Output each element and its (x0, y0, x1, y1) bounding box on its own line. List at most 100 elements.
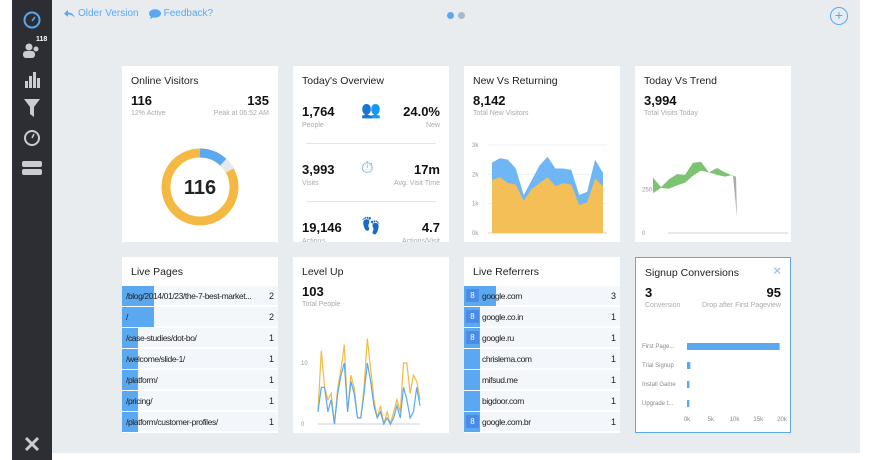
overview-right-label: Avg. Visit Time (393, 180, 440, 187)
people-icon: 👥 (361, 102, 381, 119)
footsteps-icon: 👣 (361, 218, 381, 235)
level-up-chart: 0 10 (301, 338, 421, 428)
list-item[interactable]: /welcome/slide-1/ 1 (122, 349, 278, 369)
new-vs-returning-chart: 0k 1k 2k 3k (472, 143, 607, 237)
google-icon: 8 (466, 310, 479, 323)
overview-right-label: Actions/Visit (402, 238, 440, 242)
older-version-link[interactable]: Older Version (64, 8, 139, 19)
x-tick-label: 10k (730, 417, 741, 423)
card-title: Signup Conversions (645, 267, 739, 279)
item-label: google.ru (482, 333, 514, 343)
item-label: /blog/2014/01/23/the-7-best-market... (126, 291, 252, 301)
donut-idle-segment (161, 148, 239, 226)
list-item[interactable]: 8 google.com 3 (464, 286, 620, 306)
todays-overview-card: Today's Overview 1,764 People 👥 24.0% Ne… (293, 66, 449, 242)
peak-visitors: 135 (247, 93, 269, 108)
item-count: 1 (610, 417, 616, 427)
new-visitors-total: 8,142 (473, 93, 506, 108)
overview-right-value: 24.0% (403, 104, 440, 119)
list-item[interactable]: chrislema.com 1 (464, 349, 620, 369)
funnel-bar (687, 362, 691, 369)
signup-conversions-card: Signup Conversions × 3 Conversion 95 Dro… (635, 257, 791, 433)
speech-bubble-icon (148, 8, 161, 19)
y-tick-label: 0k (472, 231, 479, 237)
close-button[interactable]: × (773, 263, 781, 278)
y-tick-label: 2k (472, 172, 479, 178)
feedback-link[interactable]: Feedback? (148, 8, 214, 19)
list-item[interactable]: /pricing/ 1 (122, 391, 278, 411)
card-title: Today Vs Trend (644, 75, 717, 87)
list-item[interactable]: mifsud.me 1 (464, 370, 620, 390)
divider (306, 143, 436, 144)
item-count: 2 (268, 291, 274, 301)
feedback-label: Feedback? (163, 8, 214, 19)
list-item[interactable]: 8 google.co.in 1 (464, 307, 620, 327)
stopwatch-icon: ⏱ (361, 160, 374, 177)
count-bar (122, 370, 138, 390)
list-item[interactable]: /platform/ 1 (122, 370, 278, 390)
live-referrers-card: Live Referrers 8 google.com 3 8 google.c… (464, 257, 620, 433)
trend-drop-area (733, 175, 737, 218)
list-item[interactable]: /platform/customer-profiles/ 1 (122, 412, 278, 432)
toggles-icon[interactable] (12, 156, 52, 180)
online-visitors-card: Online Visitors 116 12% Active 135 Peak … (122, 66, 278, 242)
trend-difference-area (653, 161, 733, 194)
item-label: /platform/customer-profiles/ (126, 417, 218, 427)
list-item[interactable]: 8 google.ru 1 (464, 328, 620, 348)
main-area: Older Version Feedback? + Online Visitor… (52, 0, 860, 453)
dashboard-icon[interactable] (12, 8, 52, 32)
item-count: 1 (268, 417, 274, 427)
conversion-count: 3 (645, 285, 653, 300)
sidebar: 118 (12, 0, 52, 460)
y-tick-label: 0 (642, 231, 646, 237)
item-label: /pricing/ (126, 396, 153, 406)
series-line-blue (317, 362, 421, 426)
list-item[interactable]: /case-studies/dot-bo/ 1 (122, 328, 278, 348)
item-label: /case-studies/dot-bo/ (126, 333, 197, 343)
users-icon[interactable]: 118 (12, 36, 52, 62)
page-dot-1[interactable] (447, 12, 454, 19)
item-count: 1 (268, 396, 274, 406)
item-label: mifsud.me (482, 375, 518, 385)
bar-chart-icon[interactable] (12, 68, 52, 92)
drop-label: Drop after First Pageview (702, 302, 781, 309)
count-bar (122, 328, 138, 348)
overview-left-value: 3,993 (302, 162, 335, 177)
count-bar (122, 286, 154, 306)
new-vs-returning-card: New Vs Returning 8,142 Total New Visitor… (464, 66, 620, 242)
x-tick-label: 20k (777, 417, 788, 423)
page-dot-2[interactable] (458, 12, 465, 19)
overview-left-value: 1,764 (302, 104, 335, 119)
total-people-label: Total People (302, 301, 341, 308)
list-item[interactable]: / 2 (122, 307, 278, 327)
count-bar (122, 412, 138, 432)
item-count: 1 (268, 354, 274, 364)
item-label: /platform/ (126, 375, 158, 385)
active-percent: 12% Active (131, 110, 166, 117)
top-links: Older Version Feedback? (64, 8, 213, 19)
tools-icon[interactable] (12, 432, 52, 456)
item-label: google.co.in (482, 312, 524, 322)
item-label: / (126, 312, 128, 322)
add-button[interactable]: + (830, 7, 848, 25)
total-visits-today: 3,994 (644, 93, 677, 108)
card-title: New Vs Returning (473, 75, 558, 87)
y-tick-label: 1k (472, 202, 479, 208)
list-item[interactable]: 8 google.com.br 1 (464, 412, 620, 432)
list-item[interactable]: /blog/2014/01/23/the-7-best-market... 2 (122, 286, 278, 306)
level-up-card: Level Up 103 Total People 0 10 (293, 257, 449, 433)
total-people: 103 (302, 284, 324, 299)
list-item[interactable]: bigdoor.com 1 (464, 391, 620, 411)
donut-center-value: 116 (183, 177, 217, 199)
item-count: 1 (268, 333, 274, 343)
undo-arrow-icon (64, 9, 75, 18)
divider (306, 201, 436, 202)
drop-count: 95 (766, 285, 781, 300)
category-label: Install Game (642, 382, 676, 388)
category-label: First Page... (642, 344, 675, 350)
count-bar (464, 370, 480, 390)
history-icon[interactable] (12, 126, 52, 150)
card-title: Level Up (302, 266, 344, 278)
item-label: google.com.br (482, 417, 531, 427)
funnel-icon[interactable] (12, 96, 52, 120)
